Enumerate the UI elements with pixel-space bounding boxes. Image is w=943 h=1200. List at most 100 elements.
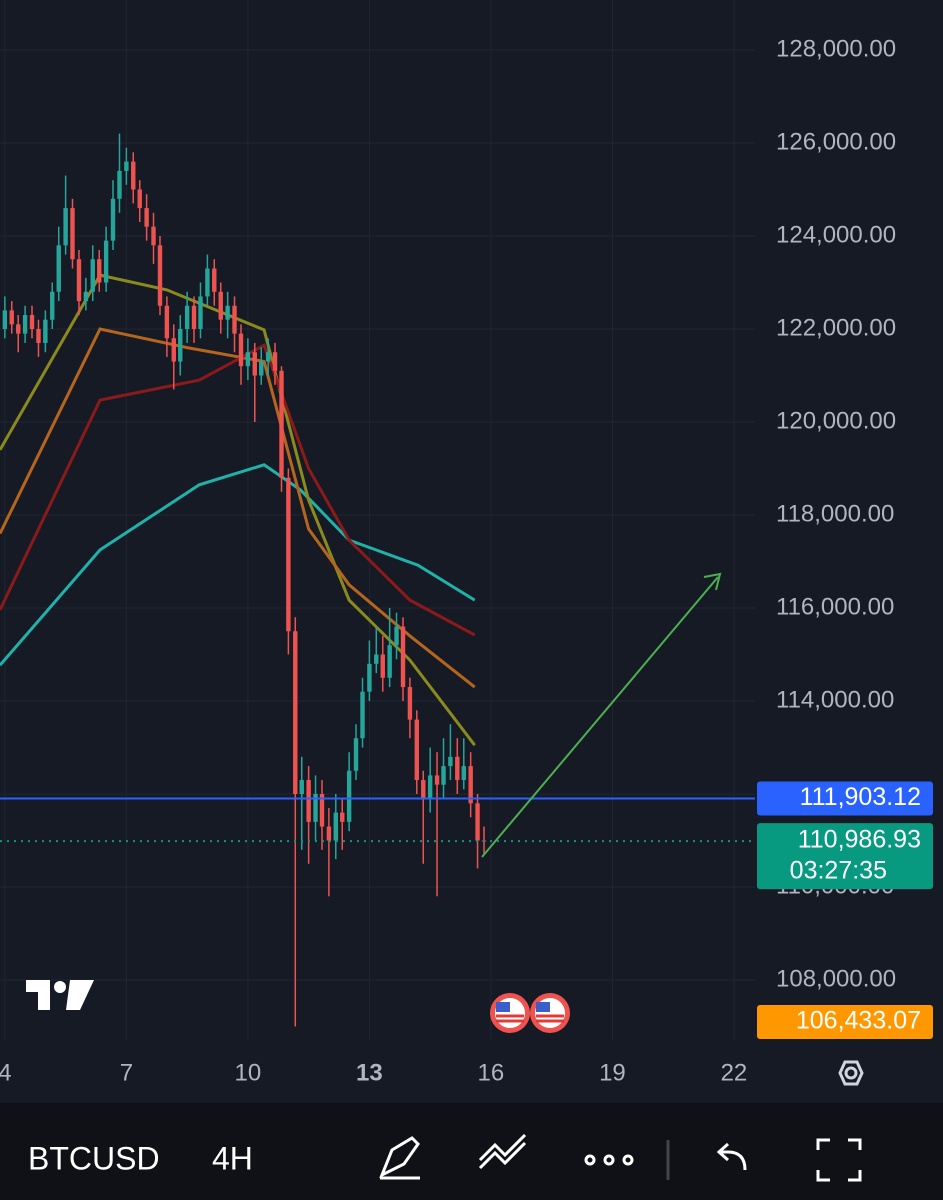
candle-body — [387, 645, 392, 678]
candle-body — [218, 291, 223, 320]
candle-body — [97, 259, 102, 283]
candle-body — [265, 352, 271, 362]
candle-body — [137, 189, 142, 209]
candle-body — [212, 268, 217, 292]
candle-body — [16, 324, 21, 334]
candle-body — [144, 208, 149, 227]
candle-body — [326, 826, 332, 841]
price-label: 106,433.07 — [796, 1007, 921, 1035]
candle-body — [22, 315, 28, 334]
candle-body — [50, 291, 55, 320]
plot: 128,000.00 126,000.00 124,000.00 122,000.00… — [0, 0, 943, 1103]
candle-body — [151, 226, 156, 246]
x-tick-label: 10 — [235, 1059, 262, 1086]
arrow-head — [703, 572, 722, 591]
candle-body — [468, 766, 473, 804]
candle-body — [441, 766, 446, 785]
candle-body — [103, 240, 109, 283]
candle-body — [313, 794, 318, 822]
toolbar — [0, 1103, 943, 1200]
y-tick-label: 122,000.00 — [776, 314, 896, 341]
candle-body — [252, 352, 257, 376]
trend-arrow — [481, 576, 719, 858]
interval[interactable]: 4H — [212, 1140, 253, 1176]
candle-body — [131, 161, 136, 190]
y-tick-label: 124,000.00 — [776, 221, 896, 248]
candle-body — [171, 338, 176, 362]
symbol[interactable]: BTCUSD — [28, 1140, 160, 1176]
candle-body — [43, 319, 48, 343]
candle-body — [76, 259, 82, 302]
candle-body — [414, 719, 419, 781]
settings-icon[interactable] — [838, 1060, 864, 1086]
y-tick-label: 126,000.00 — [776, 128, 896, 155]
candle-body — [279, 370, 284, 478]
moving-average — [0, 273, 476, 747]
candle-body — [299, 780, 304, 795]
candle-body — [367, 663, 372, 692]
candle-body — [475, 803, 480, 841]
candle-body — [238, 333, 244, 367]
candle-body — [2, 310, 8, 329]
candle-body — [205, 268, 210, 297]
candle-body — [157, 245, 163, 306]
candle-body — [448, 756, 453, 767]
candle-body — [56, 245, 61, 292]
x-tick-label: 16 — [478, 1059, 505, 1086]
candle-body — [427, 775, 433, 799]
y-tick-label: 120,000.00 — [776, 407, 896, 434]
candle-body — [164, 305, 170, 339]
candle-body — [346, 770, 352, 822]
candle-body — [407, 687, 413, 720]
candle-body — [293, 631, 298, 795]
event-flag — [490, 993, 570, 1033]
y-tick-label: 116,000.00 — [776, 593, 894, 620]
candle-body — [36, 328, 41, 343]
candle-body — [90, 259, 95, 292]
candle-body — [9, 310, 14, 325]
y-tick-label: 128,000.00 — [776, 35, 896, 62]
candle-body — [232, 305, 237, 334]
candle-body — [272, 352, 278, 371]
candle-body — [70, 208, 75, 260]
toolbar-icons[interactable] — [379, 1133, 862, 1182]
candle-body — [400, 626, 406, 688]
candle-body — [340, 812, 345, 822]
candle-body — [184, 305, 190, 329]
candle-body — [245, 352, 251, 367]
x-tick-label: 19 — [599, 1059, 626, 1086]
price-label-box — [757, 781, 933, 816]
candle-body — [225, 305, 230, 320]
y-tick-label: 118,000.00 — [776, 500, 894, 527]
candle-body — [455, 756, 460, 781]
candle-body — [117, 170, 122, 199]
candle-body — [374, 654, 379, 664]
x-tick-label: 4 — [0, 1059, 12, 1086]
candle-body — [178, 328, 183, 362]
x-tick-label: 7 — [120, 1059, 133, 1086]
candle-body — [83, 291, 89, 302]
candle-body — [286, 477, 291, 632]
candle-body — [421, 780, 426, 799]
candle-body — [29, 315, 35, 329]
candle-body — [333, 812, 338, 841]
x-tick-label: 22 — [721, 1059, 748, 1086]
tv-logo — [26, 980, 94, 1010]
candle-body — [110, 198, 116, 241]
candle-body — [360, 691, 365, 739]
candle-body — [319, 794, 325, 827]
candle-body — [63, 208, 68, 246]
price-label: 110,986.93 — [798, 826, 921, 854]
price-label-box — [757, 1005, 933, 1039]
candle-body — [394, 626, 399, 646]
moving-average — [0, 327, 476, 689]
y-tick-label: 108,000.00 — [776, 965, 896, 992]
price-axis — [755, 0, 943, 1103]
candle-body — [259, 361, 264, 376]
y-tick-label: 114,000.00 — [776, 686, 894, 713]
candle-body — [353, 738, 359, 771]
candle-body — [191, 305, 197, 329]
price-label-box — [757, 823, 933, 890]
